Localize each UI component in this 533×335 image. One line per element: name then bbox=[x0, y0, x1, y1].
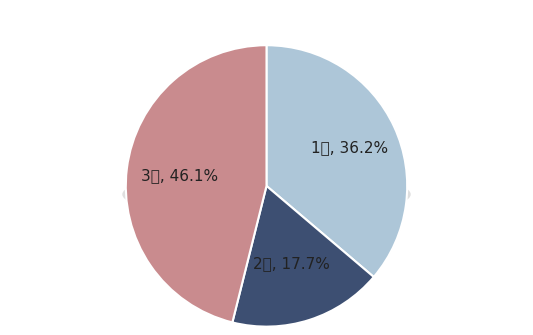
Wedge shape bbox=[232, 186, 374, 327]
Text: 3级, 46.1%: 3级, 46.1% bbox=[141, 168, 219, 183]
Wedge shape bbox=[266, 45, 407, 277]
Text: 2级, 17.7%: 2级, 17.7% bbox=[253, 256, 330, 271]
Wedge shape bbox=[126, 45, 266, 322]
Text: 1级, 36.2%: 1级, 36.2% bbox=[311, 140, 388, 155]
Ellipse shape bbox=[122, 170, 411, 219]
